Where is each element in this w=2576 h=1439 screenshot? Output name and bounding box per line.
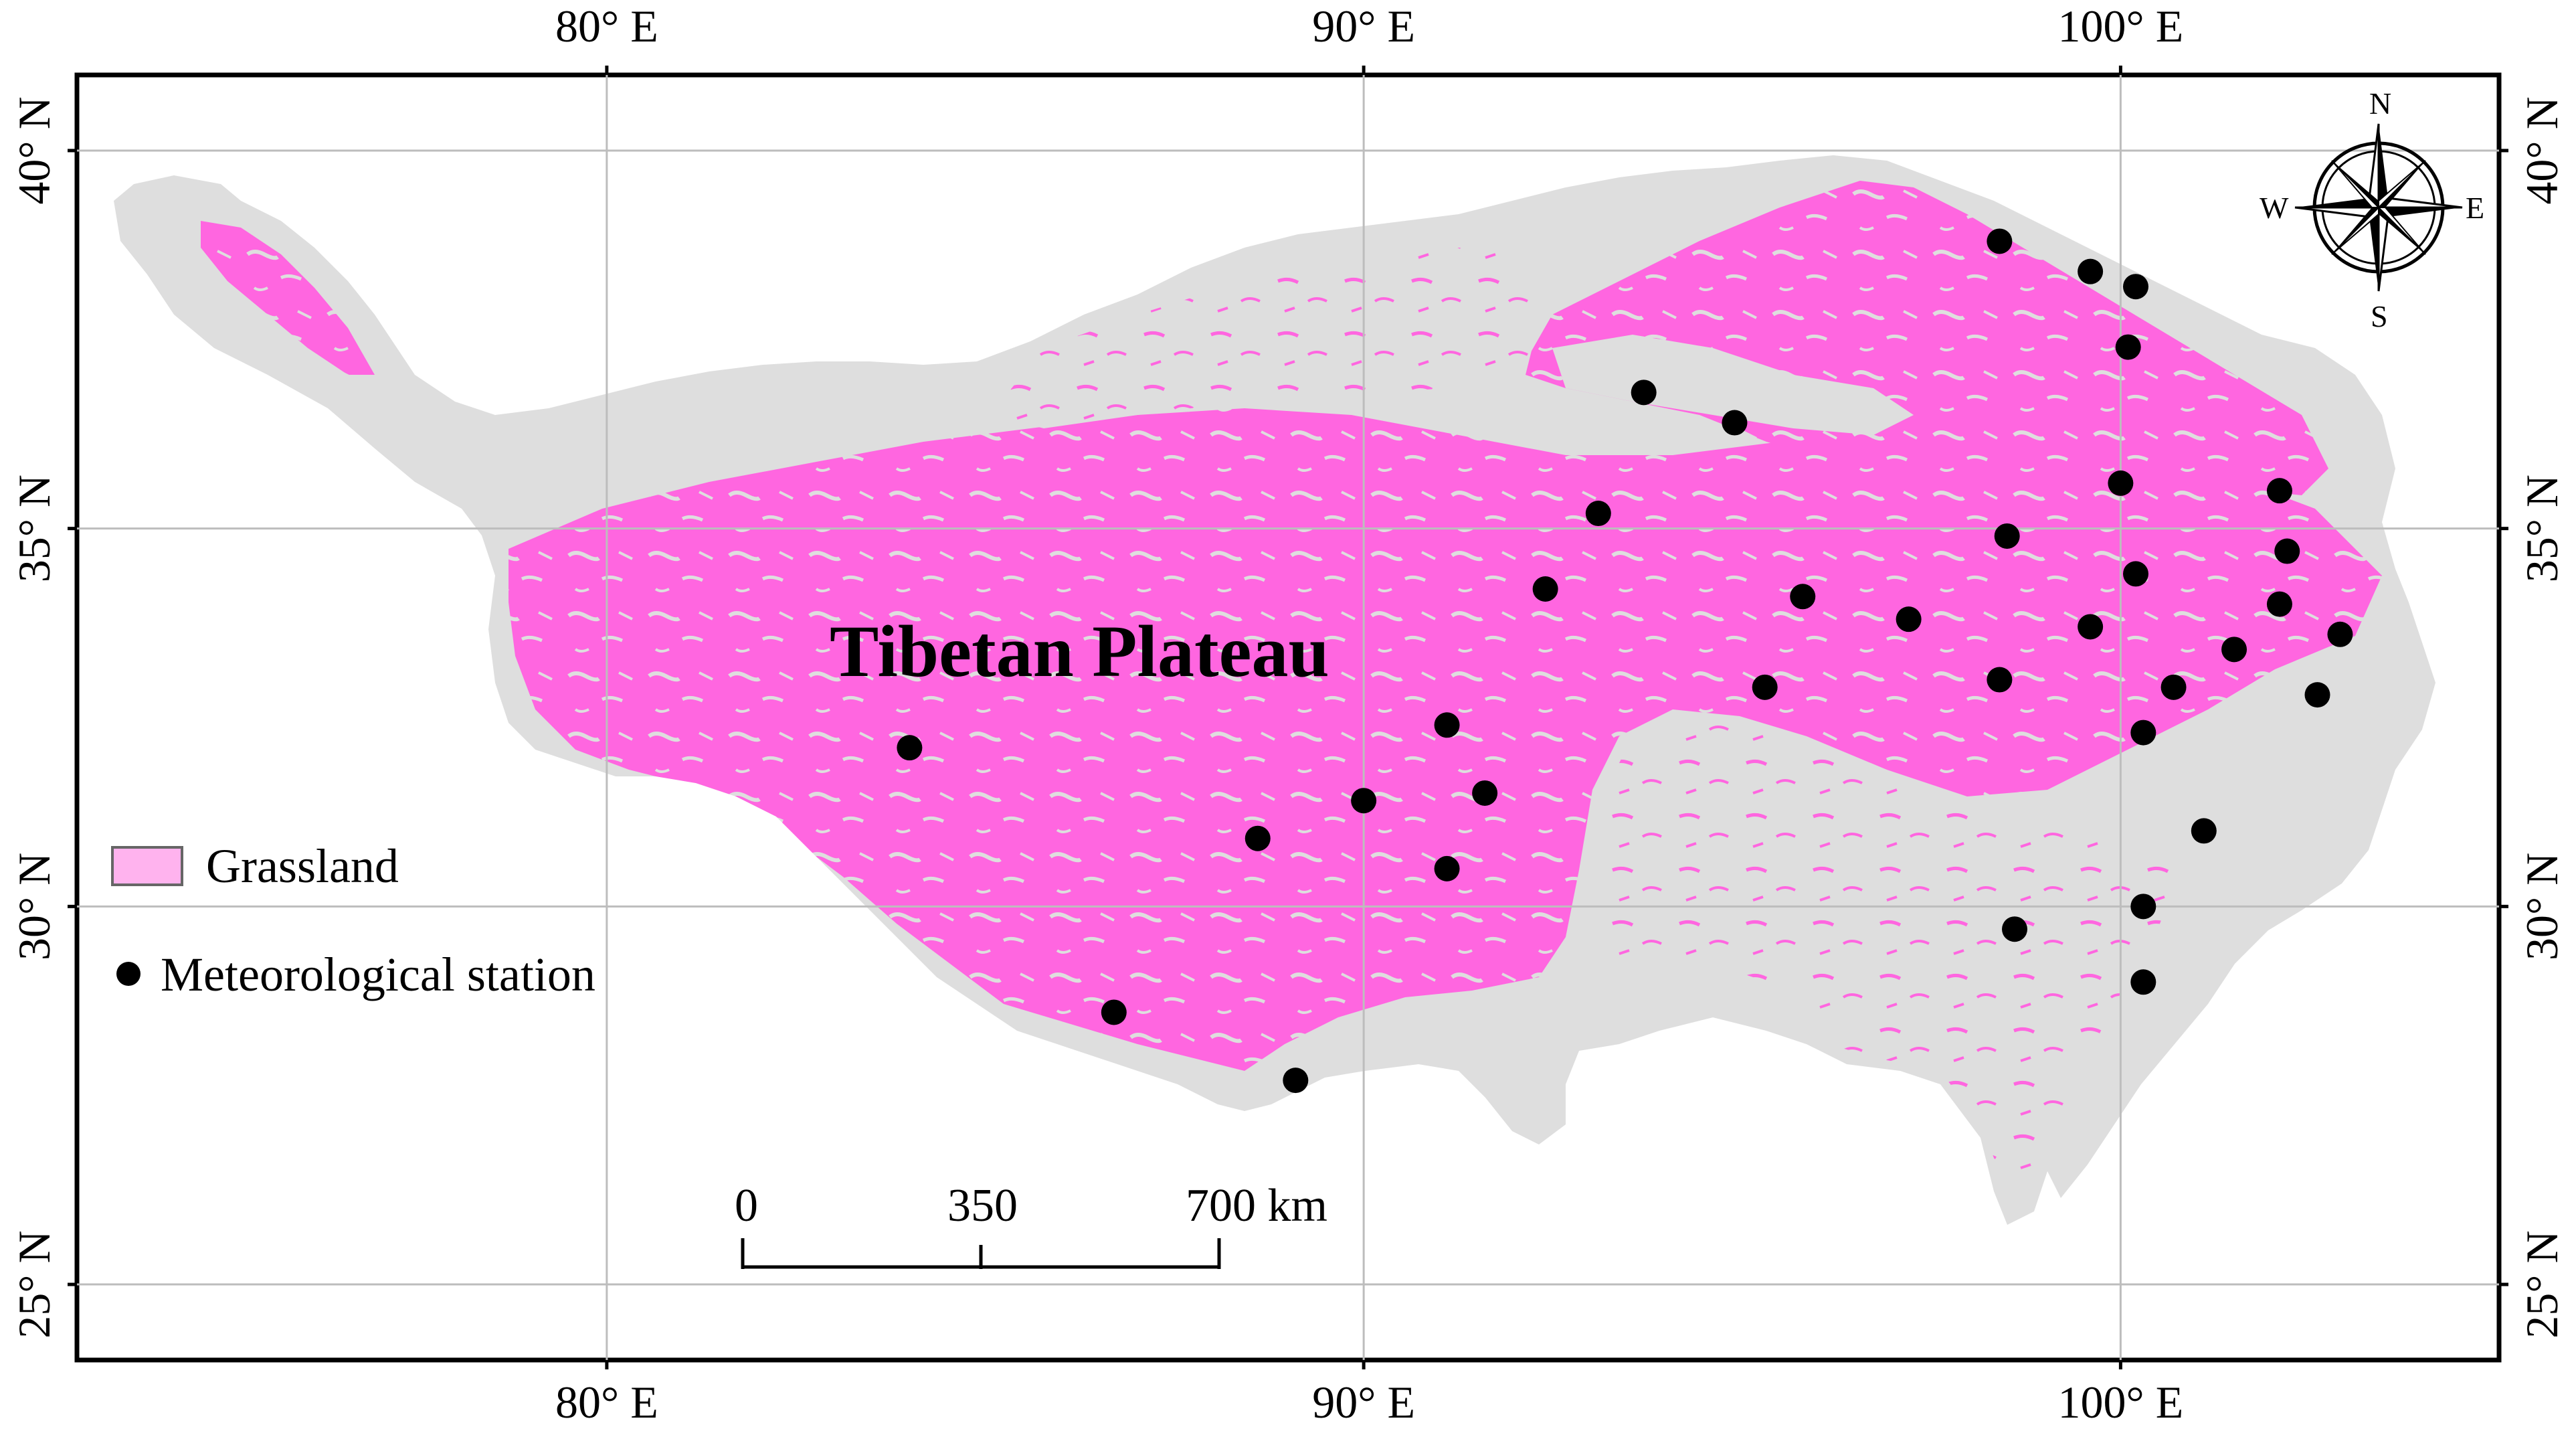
legend: Grassland Meteorological station [111,839,595,1001]
station-point [897,735,923,761]
station-point [1722,410,1748,436]
lat-tick-label-right: 40° N [2516,96,2567,204]
station-point [1790,584,1816,610]
lat-tick-label-left: 25° N [9,1230,60,1338]
grey-area-qaidam [1552,335,1914,435]
lat-tick-label-left: 30° N [9,853,60,960]
station-point [2115,334,2141,360]
lon-tick-label-bottom: 80° E [555,1377,658,1428]
scale-bar: 0 350 700 km [735,1180,1327,1269]
lat-tick-label-right: 25° N [2516,1230,2567,1338]
compass-n: N [2369,86,2391,120]
station-point [2274,538,2300,564]
grassland-area-west [201,221,375,375]
lon-tick-label-top: 80° E [555,1,658,52]
scale-label-0: 0 [735,1180,758,1232]
legend-station-label: Meteorological station [161,948,595,1001]
station-point [2130,894,2156,920]
station-point [1101,999,1127,1025]
lon-tick-label-top: 90° E [1312,1,1415,52]
station-point [2327,621,2353,647]
station-point [1752,674,1778,700]
scale-label-700: 700 km [1186,1180,1327,1232]
station-point [2078,258,2104,284]
compass-e: E [2466,191,2484,225]
grassland-area-main [509,408,2382,1071]
station-point [2304,682,2330,708]
station-point [2123,274,2148,300]
station-point [1283,1068,1309,1094]
tick-labels: 80° E 80° E 90° E 90° E 100° E 100° E 40° N 40°… [9,1,2567,1428]
station-point [1434,855,1460,881]
plateau-title: Tibetan Plateau [830,610,1329,692]
lon-tick-label-bottom: 90° E [1312,1377,1415,1428]
legend-station-symbol [116,962,141,986]
compass-w: W [2260,191,2289,225]
lat-tick-label-left: 35° N [9,475,60,582]
station-point [1987,228,2013,254]
compass-rose: N S E W [2260,86,2484,333]
station-point [1896,606,1922,632]
legend-grassland-label: Grassland [206,839,399,893]
station-point [2191,818,2217,844]
compass-star-icon [2294,123,2463,292]
station-point [2108,470,2134,496]
grey-area-north [990,248,1552,428]
station-point [1631,379,1657,406]
station-point [2221,637,2247,663]
lat-tick-label-right: 30° N [2516,853,2567,960]
legend-grassland-swatch [111,846,183,886]
station-point [2002,916,2027,942]
station-point [2123,561,2148,587]
scale-label-350: 350 [947,1180,1018,1232]
station-point [2130,969,2156,995]
station-point [1351,788,1377,814]
grey-area-southeast [1579,964,1847,1051]
lon-tick-label-top: 100° E [2058,1,2184,52]
lat-tick-label-right: 35° N [2516,475,2567,582]
graticule-grid [77,75,2499,1360]
station-point [2266,478,2292,504]
station-point [1245,825,1271,851]
compass-s: S [2371,299,2388,333]
lat-tick-label-left: 40° N [9,96,60,204]
grassland-area-east [1606,723,2181,1191]
station-point [1994,523,2020,549]
station-point [2160,674,2187,700]
station-point [2078,614,2104,640]
station-point [1434,712,1460,738]
station-point [2266,591,2292,617]
station-point [1532,576,1558,602]
station-point [1472,780,1498,806]
station-point [1987,667,2013,693]
station-point [1585,501,1611,527]
station-markers [897,228,2353,1094]
lon-tick-label-bottom: 100° E [2058,1377,2184,1428]
station-point [2130,720,2156,746]
